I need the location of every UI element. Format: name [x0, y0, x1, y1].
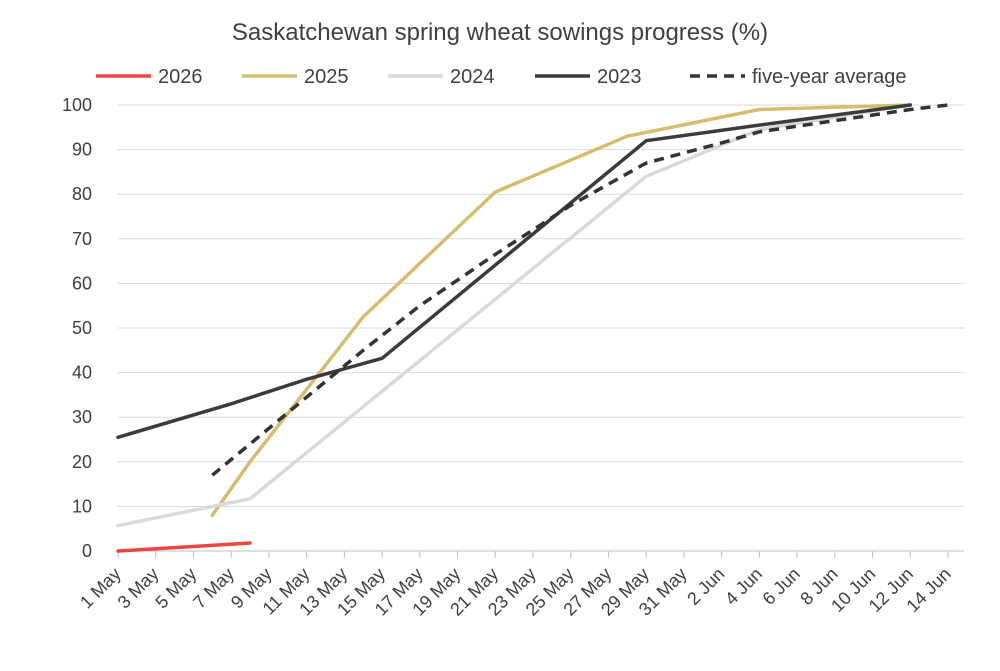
y-tick-label: 10	[72, 496, 92, 516]
x-tick-label: 2 Jun	[683, 564, 728, 609]
legend-item: 2024	[388, 66, 495, 88]
legend-item: 2026	[96, 66, 203, 88]
legend: 2026 2025 2024 2023 five-year average	[96, 66, 907, 88]
gridlines	[118, 104, 964, 507]
y-tick-label: 0	[82, 541, 92, 561]
y-tick-label: 70	[72, 229, 92, 249]
legend-label: five-year average	[752, 66, 907, 88]
legend-label: 2023	[597, 66, 642, 88]
legend-item: 2023	[535, 66, 642, 88]
series-lines	[116, 103, 949, 553]
y-tick-label: 60	[72, 273, 92, 293]
y-axis: 0 10 20 30 40 50 60 70 80 90 100	[62, 95, 92, 561]
y-tick-label: 40	[72, 363, 92, 383]
y-tick-label: 80	[72, 184, 92, 204]
series-line-2025	[210, 103, 913, 518]
series-line-five-year-average	[211, 103, 949, 477]
x-tick-label: 5 May	[151, 564, 200, 613]
x-tick-label: 3 May	[114, 564, 163, 613]
x-tick-label: 7 May	[189, 564, 238, 613]
x-tick-label: 1 May	[76, 564, 125, 613]
chart-title: Saskatchewan spring wheat sowings progre…	[232, 19, 768, 46]
y-tick-label: 20	[72, 452, 92, 472]
series-line-2024	[116, 103, 913, 528]
x-tick-label: 4 Jun	[721, 564, 766, 609]
series-line-2026	[116, 541, 252, 553]
y-tick-label: 100	[62, 95, 92, 115]
legend-item: 2025	[242, 66, 349, 88]
y-tick-label: 90	[72, 140, 92, 160]
series-line-2023	[116, 103, 913, 440]
y-tick-label: 50	[72, 318, 92, 338]
legend-item: five-year average	[690, 66, 907, 88]
legend-label: 2025	[304, 66, 349, 88]
y-tick-label: 30	[72, 407, 92, 427]
legend-label: 2024	[450, 66, 495, 88]
x-tick-label: 6 Jun	[759, 564, 804, 609]
legend-label: 2026	[158, 66, 203, 88]
